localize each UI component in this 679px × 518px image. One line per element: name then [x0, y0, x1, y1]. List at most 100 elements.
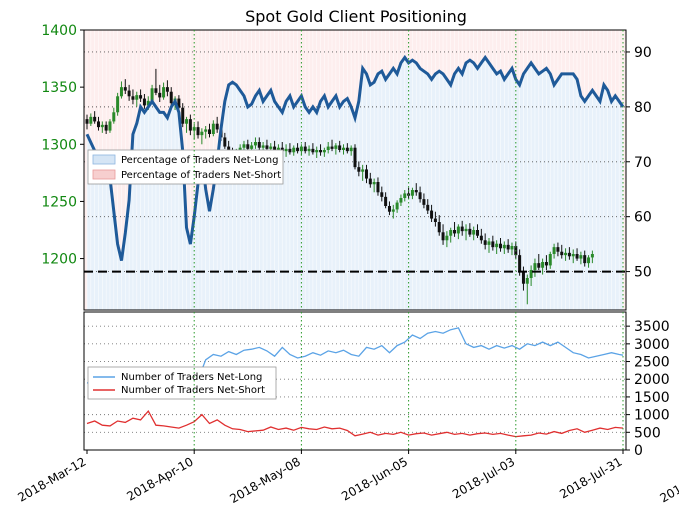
candle-body	[154, 88, 158, 93]
candle-body	[583, 255, 587, 264]
pct-tick-label: 50	[634, 265, 652, 281]
date-tick-label: 2018-Jun-05	[339, 454, 410, 503]
candle-body	[426, 204, 430, 211]
count-tick-label: 500	[634, 425, 661, 441]
candle-body	[326, 146, 330, 150]
candle-body	[372, 182, 376, 185]
candle-body	[418, 192, 422, 200]
candle-body	[414, 190, 418, 193]
candle-body	[188, 119, 192, 131]
bottom-legend: Number of Traders Net-Long Number of Tra…	[87, 366, 277, 400]
candle-body	[544, 262, 548, 266]
candle-body	[433, 218, 437, 222]
candle-body	[139, 95, 143, 99]
candle-body	[112, 112, 116, 122]
candle-body	[487, 241, 491, 245]
candle-body	[525, 278, 529, 284]
legend-label-net-short-count: Number of Traders Net-Short	[121, 385, 265, 396]
candle-body	[131, 96, 135, 100]
date-tick-label: 2018-Mar-12	[15, 454, 88, 504]
candle-body	[387, 206, 391, 212]
candle-body	[361, 169, 365, 172]
date-tick-label: 2018-May-08	[227, 454, 302, 506]
candle-body	[123, 87, 127, 91]
candle-body	[479, 235, 483, 241]
count-tick-label: 1000	[634, 408, 670, 424]
candle-body	[590, 254, 594, 258]
candle-body	[518, 255, 522, 273]
candle-body	[150, 88, 154, 101]
candle-body	[571, 254, 575, 257]
candle-body	[353, 147, 357, 168]
candle-body	[261, 145, 265, 148]
candle-body	[410, 190, 414, 196]
candle-body	[242, 144, 246, 148]
price-tick-label: 1200	[41, 252, 77, 268]
candle-body	[142, 98, 146, 106]
legend-label-net-long-pct: Percentage of Traders Net-Long	[121, 155, 279, 166]
candle-body	[506, 244, 510, 250]
candle-body	[564, 252, 568, 256]
candle-body	[146, 100, 150, 106]
candle-body	[368, 178, 372, 185]
candle-body	[453, 230, 457, 234]
candle-body	[330, 146, 334, 149]
candle-body	[127, 90, 131, 97]
candle-body	[253, 142, 257, 146]
candle-body	[322, 150, 326, 153]
candle-body	[93, 116, 97, 122]
pct-tick-label: 60	[634, 210, 652, 226]
date-axis: 2018-Mar-12 2018-Apr-10 2018-May-08 2018-Ju…	[15, 450, 679, 506]
price-axis: 1200 1250 1300 1350 1400	[41, 23, 84, 268]
candle-body	[299, 146, 303, 152]
count-tick-label: 0	[634, 443, 643, 459]
candle-body	[567, 252, 571, 257]
candle-body	[364, 169, 368, 179]
candle-body	[449, 230, 453, 236]
count-tick-label: 2000	[634, 372, 670, 388]
candle-body	[89, 116, 93, 124]
top-legend-box	[87, 149, 284, 185]
candle-body	[307, 148, 311, 152]
date-gridlines	[193, 30, 624, 450]
date-tick-label: 2018-Aug-28	[657, 454, 679, 505]
candle-body	[288, 148, 292, 153]
count-tick-label: 1500	[634, 390, 670, 406]
candle-body	[460, 226, 464, 232]
candle-body	[403, 193, 407, 198]
candle-body	[498, 243, 502, 249]
legend-swatch-net-short-pct	[92, 169, 116, 180]
candle-body	[208, 129, 212, 134]
pct-tick-label: 70	[634, 155, 652, 171]
candle-body	[204, 129, 208, 132]
legend-swatch-net-long-pct	[92, 154, 116, 165]
price-tick-label: 1400	[41, 23, 77, 39]
candle-body	[284, 148, 288, 152]
candle-body	[495, 243, 499, 248]
candle-body	[349, 147, 353, 152]
candle-body	[483, 240, 487, 245]
candle-body	[468, 228, 472, 235]
candle-body	[376, 182, 380, 193]
count-tick-label: 3000	[634, 337, 670, 353]
candle-body	[560, 251, 564, 256]
candle-body	[391, 209, 395, 212]
candle-body	[548, 254, 552, 266]
candle-body	[292, 147, 296, 153]
top-panel-frame	[83, 29, 627, 311]
candle-body	[575, 254, 579, 259]
candle-body	[257, 142, 261, 148]
legend-label-net-long-count: Number of Traders Net-Long	[121, 372, 262, 383]
candle-body	[399, 198, 403, 203]
candle-body	[246, 144, 250, 149]
candle-body	[529, 270, 533, 278]
date-tick-label: 2018-Jul-03	[450, 454, 517, 501]
pct-tick-label: 90	[634, 45, 652, 61]
candle-body	[177, 98, 181, 108]
candle-body	[556, 247, 560, 252]
candle-body	[211, 123, 215, 134]
candle-body	[502, 244, 506, 249]
candle-body	[223, 137, 227, 147]
